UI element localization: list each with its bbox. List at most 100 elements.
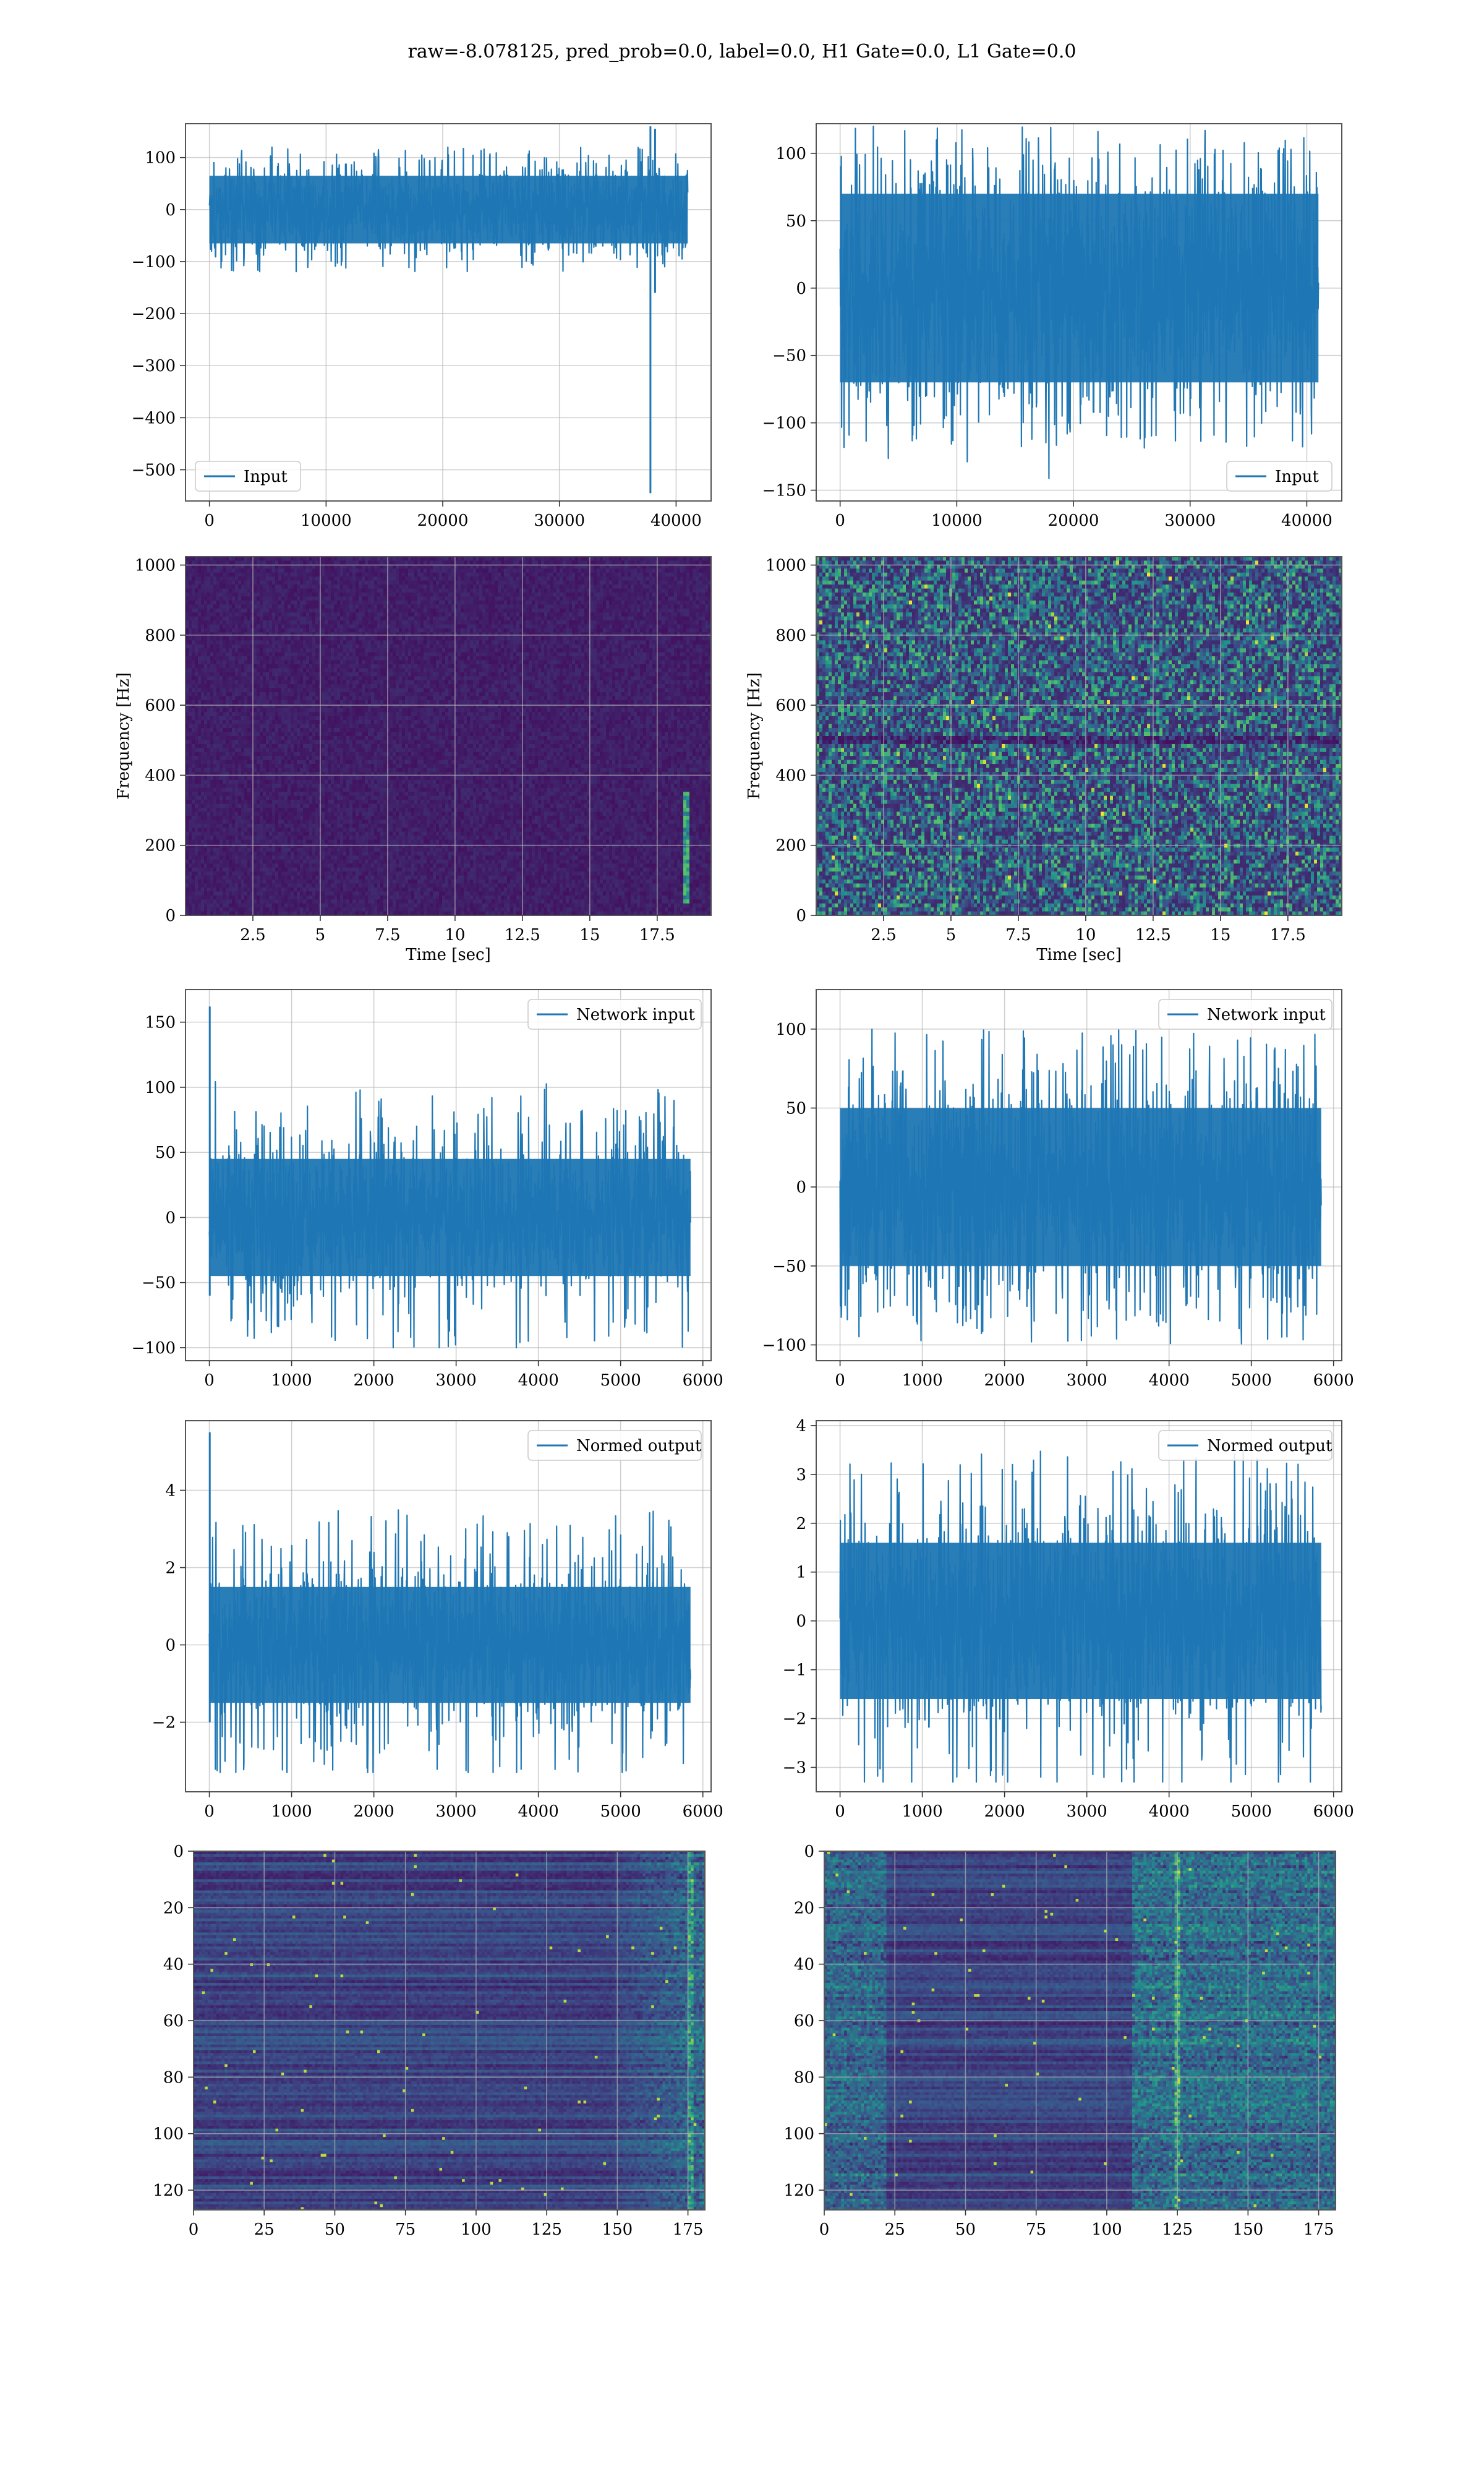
x-tick-label: 0 bbox=[189, 2220, 199, 2239]
y-tick-label: 400 bbox=[145, 766, 176, 785]
x-tick-label: 40000 bbox=[650, 511, 702, 530]
panel-input-l1: 0 10000 20000 30000 40000100500−50−100−150In… bbox=[762, 124, 1342, 530]
y-tick-label: 200 bbox=[145, 837, 176, 855]
x-tick-label: 10000 bbox=[931, 511, 983, 530]
y-tick-label: −200 bbox=[132, 305, 176, 323]
x-tick-label: 4000 bbox=[1149, 1802, 1190, 1821]
y-tick-label: 120 bbox=[783, 2181, 814, 2200]
legend-label: Input bbox=[244, 468, 288, 486]
x-tick-label: 0 bbox=[204, 511, 215, 530]
x-tick-label: 4000 bbox=[518, 1371, 559, 1390]
legend: Input bbox=[195, 461, 301, 491]
x-tick-label: 3000 bbox=[436, 1802, 477, 1821]
panel-spectrogram-h1: 2.5 5 7.5 10 12.5 15 17.502004006008001000Time… bbox=[114, 557, 712, 964]
y-tick-label: 3 bbox=[796, 1466, 806, 1484]
y-tick-label: −50 bbox=[772, 347, 806, 366]
x-tick-label: 5000 bbox=[1231, 1802, 1272, 1821]
series-band bbox=[840, 194, 1319, 382]
x-axis-label: Time [sec] bbox=[1036, 946, 1122, 964]
x-tick-label: 75 bbox=[1026, 2220, 1046, 2239]
x-tick-label: 20000 bbox=[1048, 511, 1099, 530]
y-tick-label: 600 bbox=[775, 696, 806, 715]
y-tick-label: −100 bbox=[132, 1339, 176, 1358]
x-tick-label: 0 bbox=[835, 1802, 845, 1821]
x-tick-label: 3000 bbox=[1067, 1802, 1107, 1821]
x-axis-label: Time [sec] bbox=[406, 946, 491, 964]
heatmap-cells bbox=[824, 1851, 1336, 2211]
y-tick-label: 50 bbox=[155, 1144, 176, 1162]
x-tick-label: 0 bbox=[819, 2220, 830, 2239]
x-tick-label: 15 bbox=[579, 926, 600, 944]
x-tick-label: 75 bbox=[395, 2220, 416, 2239]
x-tick-label: 50 bbox=[325, 2220, 345, 2239]
x-tick-label: 5000 bbox=[1231, 1371, 1272, 1390]
x-tick-label: 5 bbox=[946, 926, 957, 944]
x-tick-label: 3000 bbox=[1067, 1371, 1107, 1390]
y-tick-label: 600 bbox=[145, 696, 176, 715]
series-band bbox=[210, 1587, 691, 1703]
x-tick-label: 2000 bbox=[354, 1802, 394, 1821]
x-tick-label: 5000 bbox=[600, 1802, 641, 1821]
x-tick-label: 25 bbox=[254, 2220, 275, 2239]
x-tick-label: 25 bbox=[885, 2220, 905, 2239]
y-tick-label: 0 bbox=[165, 1209, 176, 1227]
x-tick-label: 1000 bbox=[902, 1802, 943, 1821]
y-tick-label: 4 bbox=[796, 1417, 806, 1436]
y-tick-label: 50 bbox=[786, 212, 806, 231]
x-tick-label: 17.5 bbox=[1270, 926, 1306, 944]
series-band bbox=[840, 1543, 1321, 1699]
y-tick-label: 50 bbox=[786, 1099, 806, 1118]
y-axis-label: Frequency [Hz] bbox=[114, 672, 133, 800]
x-tick-label: 30000 bbox=[1164, 511, 1216, 530]
heatmap-cells bbox=[816, 557, 1342, 916]
y-tick-label: 60 bbox=[794, 2012, 814, 2031]
x-tick-label: 15 bbox=[1210, 926, 1230, 944]
y-tick-label: 40 bbox=[163, 1956, 184, 1974]
y-tick-label: 80 bbox=[163, 2068, 184, 2087]
x-tick-label: 2.5 bbox=[240, 926, 265, 944]
y-tick-label: 20 bbox=[163, 1899, 184, 1917]
x-tick-label: 50 bbox=[955, 2220, 976, 2239]
y-tick-label: 100 bbox=[775, 145, 806, 163]
x-tick-label: 12.5 bbox=[505, 926, 540, 944]
y-tick-label: −400 bbox=[132, 409, 176, 427]
y-tick-label: 100 bbox=[775, 1021, 806, 1039]
y-tick-label: −100 bbox=[762, 414, 806, 433]
y-tick-label: 400 bbox=[775, 766, 806, 785]
y-tick-label: 1 bbox=[796, 1564, 806, 1582]
series-band bbox=[210, 176, 688, 243]
legend: Network input bbox=[528, 999, 701, 1029]
x-tick-label: 175 bbox=[1303, 2220, 1334, 2239]
legend: Normed output bbox=[1159, 1431, 1333, 1460]
x-tick-label: 30000 bbox=[534, 511, 585, 530]
panel-spectrogram-l1: 2.5 5 7.5 10 12.5 15 17.502004006008001000Time… bbox=[745, 557, 1342, 964]
y-tick-label: 100 bbox=[145, 1079, 176, 1097]
x-tick-label: 2000 bbox=[984, 1802, 1025, 1821]
x-tick-label: 4000 bbox=[518, 1802, 559, 1821]
y-tick-label: 150 bbox=[145, 1014, 176, 1032]
y-tick-label: 200 bbox=[775, 837, 806, 855]
x-tick-label: 100 bbox=[461, 2220, 492, 2239]
y-tick-label: 0 bbox=[165, 201, 176, 220]
y-tick-label: 40 bbox=[794, 1956, 814, 1974]
x-tick-label: 5000 bbox=[600, 1371, 641, 1390]
x-tick-label: 1000 bbox=[902, 1371, 943, 1390]
y-tick-label: 2 bbox=[796, 1515, 806, 1533]
x-tick-label: 175 bbox=[673, 2220, 704, 2239]
x-tick-label: 17.5 bbox=[639, 926, 675, 944]
y-tick-label: 0 bbox=[796, 1612, 806, 1631]
y-tick-label: −150 bbox=[762, 482, 806, 500]
x-tick-label: 0 bbox=[204, 1802, 215, 1821]
y-tick-label: 2 bbox=[165, 1559, 176, 1578]
legend: Input bbox=[1227, 461, 1332, 491]
y-tick-label: −2 bbox=[783, 1710, 806, 1729]
x-tick-label: 1000 bbox=[271, 1802, 312, 1821]
panel-network-input-h1: 0 1000 2000 3000 4000 5000 6000150100500−50−10… bbox=[132, 990, 723, 1390]
heatmap-cells bbox=[186, 557, 712, 916]
y-tick-label: −50 bbox=[772, 1257, 806, 1276]
y-tick-label: 0 bbox=[796, 1178, 806, 1197]
y-tick-label: 80 bbox=[794, 2068, 814, 2087]
x-tick-label: 1000 bbox=[271, 1371, 312, 1390]
series-band bbox=[210, 1159, 691, 1276]
